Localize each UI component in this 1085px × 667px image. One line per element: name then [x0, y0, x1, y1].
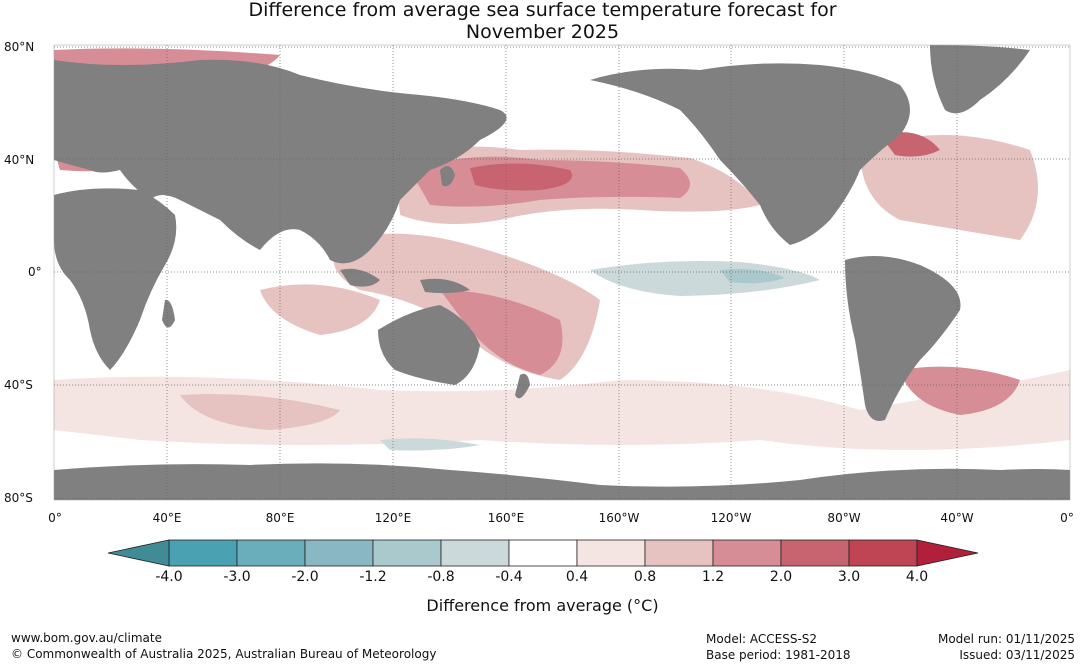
colorbar-bin — [781, 540, 849, 566]
footer-url[interactable]: www.bom.gov.au/climate — [11, 630, 162, 646]
colorbar-bin — [713, 540, 781, 566]
colorbar — [0, 0, 1085, 667]
colorbar-bin — [373, 540, 441, 566]
colorbar-bin — [237, 540, 305, 566]
colorbar-tick: 0.4 — [566, 569, 588, 585]
colorbar-tick: -0.8 — [427, 569, 454, 585]
colorbar-bin — [169, 540, 237, 566]
colorbar-tick: 4.0 — [906, 569, 928, 585]
colorbar-tick: 1.2 — [702, 569, 724, 585]
colorbar-bin — [645, 540, 713, 566]
colorbar-under-arrow — [108, 540, 169, 566]
colorbar-tick: -3.0 — [223, 569, 250, 585]
colorbar-bin — [577, 540, 645, 566]
colorbar-bin — [441, 540, 509, 566]
colorbar-bin — [849, 540, 917, 566]
colorbar-tick: -2.0 — [291, 569, 318, 585]
colorbar-over-arrow — [917, 540, 978, 566]
footer-base-period: Base period: 1981-2018 — [706, 647, 851, 663]
footer-issued: Issued: 03/11/2025 — [959, 647, 1075, 663]
footer-model: Model: ACCESS-S2 — [706, 631, 817, 647]
colorbar-tick: 2.0 — [770, 569, 792, 585]
colorbar-tick: -0.4 — [495, 569, 522, 585]
colorbar-tick: 0.8 — [634, 569, 656, 585]
footer-model-run: Model run: 01/11/2025 — [938, 631, 1075, 647]
colorbar-bin — [305, 540, 373, 566]
footer-copyright: © Commonwealth of Australia 2025, Austra… — [11, 646, 436, 662]
colorbar-tick: -4.0 — [155, 569, 182, 585]
colorbar-bin — [509, 540, 577, 566]
colorbar-label: Difference from average (°C) — [0, 596, 1085, 615]
colorbar-tick: 3.0 — [838, 569, 860, 585]
colorbar-tick: -1.2 — [359, 569, 386, 585]
